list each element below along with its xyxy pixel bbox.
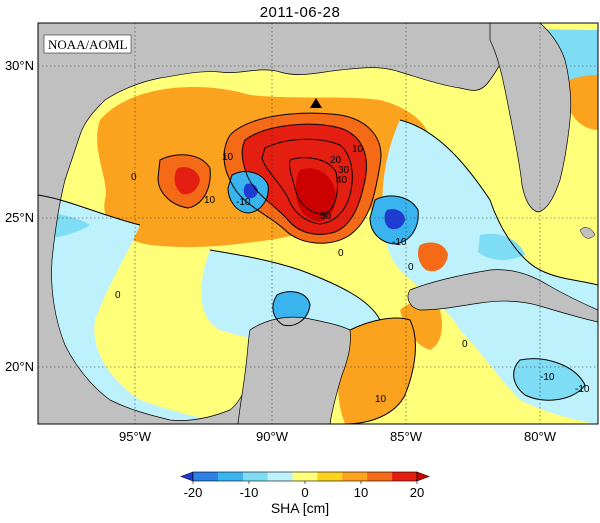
contour-label: 10: [222, 152, 234, 163]
contour-label: -10: [392, 237, 407, 248]
anomaly-region-light-blue-west: [38, 195, 240, 424]
contour-label: -10: [236, 197, 251, 208]
lat-label: 20°N: [5, 359, 34, 374]
lon-label: 95°W: [119, 429, 152, 444]
colorbar-segment: [217, 472, 244, 481]
colorbar-tick-label: 20: [410, 485, 424, 500]
contour-lines: [38, 112, 598, 424]
anomaly-region-orange-southeast: [400, 302, 442, 350]
colorbar-tick-label: -20: [184, 485, 203, 500]
contour-label: 0: [115, 290, 121, 301]
lat-label: 25°N: [5, 210, 34, 225]
colorbar-arrow-high: [416, 471, 430, 482]
map-canvas: 10 10 0 20 30 40 50 10 -10 -10 0 0 0 10 …: [38, 23, 598, 424]
credit-text: NOAA/AOML: [48, 37, 128, 52]
contour-line: [157, 154, 211, 209]
credit-box: [43, 34, 132, 54]
colorbar-arrow-low: [180, 471, 194, 482]
lon-label: 80°W: [524, 429, 557, 444]
anomaly-region-orange-yucatan-channel: [338, 318, 416, 424]
contour-line: [241, 123, 367, 235]
colorbar: -20 -10 0 10 20: [180, 471, 430, 500]
anomaly-region-cyan-east: [478, 233, 525, 260]
contour-line: [261, 138, 353, 225]
contour-label: 10: [352, 144, 364, 155]
colorbar-segment: [242, 472, 268, 481]
triangle-marker-icon: [310, 98, 322, 108]
colorbar-segment: [267, 472, 293, 481]
contour-line: [227, 171, 269, 214]
map-frame: [37, 22, 599, 425]
contour-line: [369, 195, 419, 245]
colorbar-tick-label: 10: [354, 485, 368, 500]
colorbar-segment: [292, 472, 318, 481]
colorbar-segment: [193, 472, 219, 481]
warm-patch-northeast: [568, 75, 598, 130]
colorbar-segment: [342, 472, 368, 481]
contour-label: 0: [131, 172, 137, 183]
contour-line: [209, 249, 381, 321]
contour-line: [223, 112, 382, 244]
land-florida: [489, 23, 572, 213]
contour-line: [289, 157, 339, 215]
contour-label: -10: [575, 384, 590, 395]
colorbar-tick-label: 0: [301, 485, 308, 500]
colorbar-segment: [392, 472, 418, 481]
graticule: [38, 23, 598, 424]
contour-label: -10: [540, 372, 555, 383]
land-bahamas: [579, 227, 596, 239]
colorbar-segment: [367, 472, 393, 481]
contour-label: 20: [330, 155, 342, 166]
contour-line: [38, 194, 141, 226]
cold-eddy-central-core: [384, 209, 405, 230]
contour-labels: 10 10 0 20 30 40 50 10 -10 -10 0 0 0 10 …: [115, 144, 590, 405]
contour-label: 0: [408, 262, 414, 273]
land-cuba: [407, 269, 598, 323]
contour-line: [399, 119, 598, 286]
contour-label: 50: [320, 211, 332, 222]
lon-label: 85°W: [390, 429, 423, 444]
contour-line: [272, 291, 311, 327]
warm-eddy-west-core: [174, 167, 200, 195]
contour-label: 0: [338, 248, 344, 259]
anomaly-region-cyan-southeast: [513, 358, 585, 401]
contour-label: 10: [375, 394, 387, 405]
colorbar-title: SHA [cm]: [270, 500, 330, 516]
lat-label: 30°N: [5, 58, 34, 73]
warm-eddy-cuba: [418, 242, 448, 272]
contour-line: [344, 317, 416, 424]
contour-label: 10: [204, 195, 216, 206]
contour-label: 0: [462, 339, 468, 350]
colorbar-segment: [317, 472, 343, 481]
warm-eddy-peak: [296, 168, 336, 222]
contour-line: [513, 358, 586, 401]
colorbar-tick-label: -10: [240, 485, 259, 500]
map-title: 2011-06-28: [259, 4, 341, 21]
contour-label: 30: [338, 165, 350, 176]
lon-label: 90°W: [256, 429, 289, 444]
contour-label: 40: [336, 175, 348, 186]
cold-eddy-south: [272, 291, 310, 326]
